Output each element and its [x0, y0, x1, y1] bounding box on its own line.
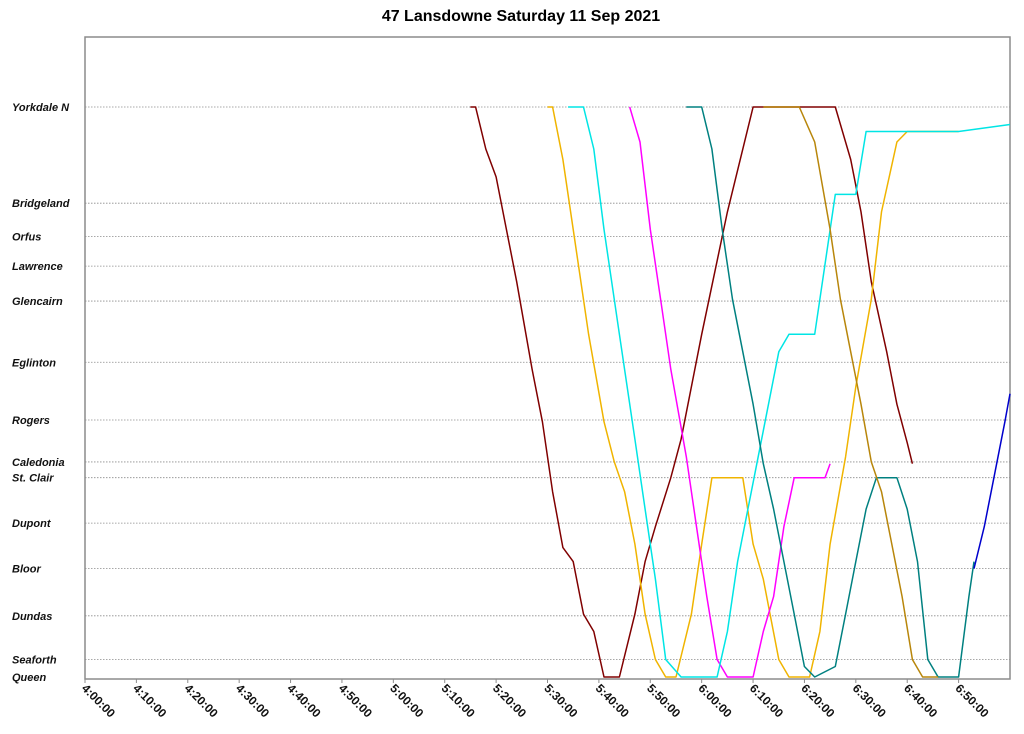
trip-line-3: [628, 106, 831, 678]
x-tick-label: 4:40:00: [284, 681, 323, 720]
x-tick-label: 6:50:00: [952, 681, 991, 720]
trip-line-2: [547, 106, 959, 678]
x-tick-label: 6:00:00: [696, 681, 735, 720]
stop-label-bloor: Bloor: [12, 564, 41, 576]
x-tick-label: 5:50:00: [644, 681, 683, 720]
x-tick-label: 5:00:00: [387, 681, 426, 720]
x-tick-label: 4:30:00: [233, 681, 272, 720]
stop-label-glencairn: Glencairn: [12, 296, 63, 308]
x-tick-label: 5:10:00: [439, 681, 478, 720]
x-tick-label: 6:10:00: [747, 681, 786, 720]
x-tick-label: 5:30:00: [541, 681, 580, 720]
stop-label-eglinton: Eglinton: [12, 357, 56, 369]
stop-label-bridgeland: Bridgeland: [12, 198, 70, 210]
stop-label-queen: Queen: [12, 672, 47, 684]
x-tick-label: 4:50:00: [336, 681, 375, 720]
trip-lines: [470, 106, 1011, 678]
x-tick-label: 6:20:00: [798, 681, 837, 720]
x-tick-label: 5:20:00: [490, 681, 529, 720]
trip-line-6: [763, 106, 939, 678]
stop-label-rogers: Rogers: [12, 415, 50, 427]
x-tick-label: 5:40:00: [593, 681, 632, 720]
x-tick-label: 6:30:00: [850, 681, 889, 720]
trip-line-7: [973, 393, 1011, 569]
x-tick-label: 6:40:00: [901, 681, 940, 720]
x-tick-label: 4:10:00: [130, 681, 169, 720]
stop-labels: Yorkdale N Bridgeland Orfus Lawrence Glencai…: [12, 102, 70, 684]
stop-label-yorkdale-n: Yorkdale N: [12, 102, 70, 114]
stop-label-dundas: Dundas: [12, 611, 52, 623]
chart-title: 47 Lansdowne Saturday 11 Sep 2021: [382, 8, 660, 25]
stop-label-dupont: Dupont: [12, 518, 52, 530]
trip-line-1: [470, 106, 914, 678]
x-tick-label: 4:20:00: [182, 681, 221, 720]
stop-label-seaforth: Seaforth: [12, 655, 57, 667]
stop-label-orfus: Orfus: [12, 231, 41, 243]
plot-area-frame: [84, 36, 1011, 680]
stop-label-st-clair: St. Clair: [12, 473, 54, 485]
stop-gridlines: [85, 106, 1010, 660]
stop-label-caledonia: Caledonia: [12, 457, 65, 469]
trip-line-5: [686, 106, 975, 678]
x-tick-label: 4:00:00: [79, 681, 118, 720]
time-tick-labels: 4:00:00 4:10:00 4:20:00 4:30:00 4:40:00 4:50:…: [79, 679, 992, 721]
trip-line-4: [568, 106, 1011, 678]
stop-label-lawrence: Lawrence: [12, 261, 63, 273]
